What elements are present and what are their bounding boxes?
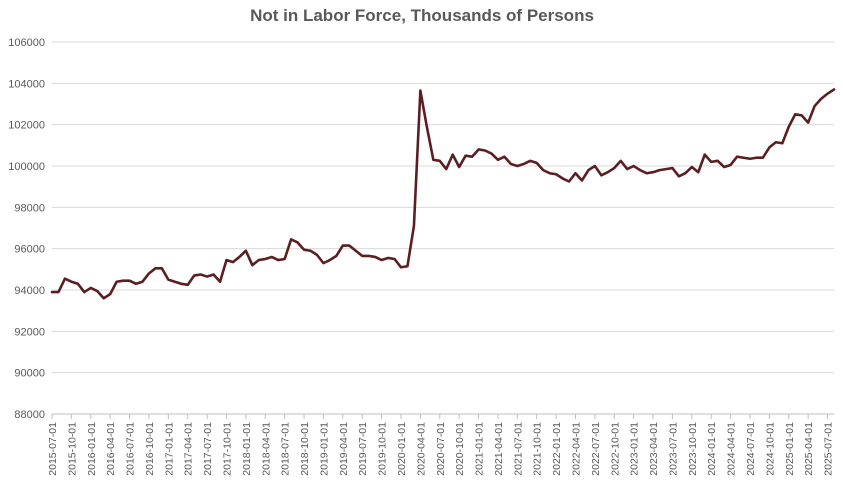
x-tick-label: 2016-10-01 [144, 422, 156, 476]
x-tick-label: 2021-07-01 [512, 422, 524, 476]
x-tick-label: 2025-01-01 [784, 422, 796, 476]
x-tick-label: 2016-07-01 [125, 422, 137, 476]
x-tick-label: 2019-10-01 [377, 422, 389, 476]
y-axis-ticks: 88000 90000 92000 94000 96000 98000 100000 1020… [8, 37, 45, 421]
y-tick-label: 88000 [14, 409, 45, 421]
y-tick-label: 102000 [8, 120, 45, 132]
x-tick-label: 2025-07-01 [823, 422, 835, 476]
x-tick-label: 2023-01-01 [629, 422, 641, 476]
y-tick-label: 92000 [14, 326, 45, 338]
x-tick-label: 2015-10-01 [66, 422, 78, 476]
x-tick-label: 2017-07-01 [202, 422, 214, 476]
gridlines [52, 41, 834, 374]
y-tick-label: 98000 [14, 202, 45, 214]
x-tick-label: 2017-10-01 [221, 422, 233, 476]
x-tick-label: 2016-04-01 [105, 422, 117, 476]
x-tick-label: 2025-04-01 [803, 422, 815, 476]
x-tick-label: 2017-04-01 [183, 422, 195, 476]
x-tick-label: 2018-01-01 [241, 422, 253, 476]
x-axis-ticks: 2015-07-01 2015-10-01 2016-01-01 2016-04-01… [47, 414, 835, 476]
series-line [50, 88, 836, 300]
x-tick-label: 2019-07-01 [357, 422, 369, 476]
x-tick-label: 2020-10-01 [454, 422, 466, 476]
x-tick-label: 2021-04-01 [493, 422, 505, 476]
x-tick-label: 2024-07-01 [745, 422, 757, 476]
y-tick-label: 94000 [14, 285, 45, 297]
x-tick-label: 2024-01-01 [706, 422, 718, 476]
x-tick-label: 2021-01-01 [474, 422, 486, 476]
x-tick-label: 2021-10-01 [532, 422, 544, 476]
x-tick-label: 2020-01-01 [396, 422, 408, 476]
series-layer [50, 88, 836, 300]
x-tick-label: 2023-04-01 [648, 422, 660, 476]
x-tick-label: 2022-07-01 [590, 422, 602, 476]
x-tick-label: 2022-04-01 [570, 422, 582, 476]
x-tick-label: 2019-04-01 [338, 422, 350, 476]
x-tick-label: 2020-04-01 [415, 422, 427, 476]
y-tick-label: 106000 [8, 37, 45, 49]
x-tick-label: 2024-10-01 [764, 422, 776, 476]
y-tick-label: 96000 [14, 244, 45, 256]
x-tick-label: 2019-01-01 [318, 422, 330, 476]
x-tick-label: 2018-04-01 [260, 422, 272, 476]
x-tick-label: 2018-07-01 [280, 422, 292, 476]
x-tick-label: 2022-10-01 [609, 422, 621, 476]
y-tick-label: 100000 [8, 161, 45, 173]
x-tick-label: 2023-07-01 [667, 422, 679, 476]
x-tick-label: 2015-07-01 [47, 422, 59, 476]
x-tick-label: 2023-10-01 [687, 422, 699, 476]
chart-title: Not in Labor Force, Thousands of Persons [250, 6, 594, 25]
x-tick-label: 2024-04-01 [726, 422, 738, 476]
x-tick-label: 2018-10-01 [299, 422, 311, 476]
x-tick-label: 2020-07-01 [435, 422, 447, 476]
x-tick-label: 2022-01-01 [551, 422, 563, 476]
y-tick-label: 104000 [8, 78, 45, 90]
x-tick-label: 2017-01-01 [163, 422, 175, 476]
x-tick-label: 2016-01-01 [86, 422, 98, 476]
y-tick-label: 90000 [14, 368, 45, 380]
